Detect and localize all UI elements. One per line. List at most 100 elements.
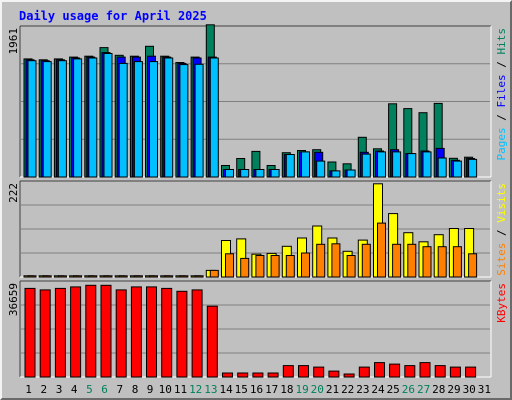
sites-bar — [225, 253, 234, 278]
x-tick-label: 17 — [265, 383, 278, 396]
pages-bar — [42, 61, 52, 178]
legend-entry: Hits — [495, 28, 508, 55]
x-tick-label: 19 — [295, 383, 308, 396]
sites-bar — [270, 255, 280, 278]
sites-bar — [209, 269, 219, 278]
kbytes-bar — [358, 366, 370, 378]
pages-bar — [179, 64, 189, 178]
x-tick-label: 13 — [204, 383, 217, 396]
sites-bar — [285, 255, 295, 278]
sites-bar — [149, 275, 158, 278]
sites-bar — [194, 275, 204, 278]
pages-bar — [133, 61, 143, 178]
sites-bar — [255, 255, 265, 278]
pages-bar — [285, 154, 295, 178]
y-axis-max-label: 36659 — [7, 283, 20, 316]
pages-bar — [194, 63, 204, 178]
kbytes-bar — [39, 289, 51, 378]
sites-bar — [118, 275, 128, 278]
legend: Pages / Files / Hits — [495, 28, 508, 161]
x-tick-label: 9 — [147, 383, 154, 396]
pages-bar — [331, 170, 341, 178]
pages-bar — [346, 169, 356, 178]
sites-bar — [164, 275, 174, 278]
pages-bar — [301, 151, 310, 178]
sites-bar — [452, 246, 462, 278]
kbytes-bar — [54, 287, 66, 378]
x-tick-label: 27 — [417, 383, 430, 396]
pages-bar — [392, 151, 402, 178]
pages-bar — [225, 169, 234, 178]
pages-bar — [88, 57, 98, 178]
pages-bar — [361, 153, 371, 178]
pages-bar — [422, 151, 432, 178]
sites-bar — [179, 275, 189, 278]
pages-bar — [316, 160, 326, 178]
sites-bar — [361, 243, 371, 278]
sites-bar — [73, 275, 83, 278]
x-tick-label: 8 — [132, 383, 139, 396]
kbytes-bar — [343, 373, 355, 378]
kbytes-bar — [252, 372, 264, 378]
pages-bar — [164, 57, 174, 178]
pages-bar — [437, 157, 447, 178]
pages-bar — [255, 169, 265, 178]
x-tick-label: 26 — [402, 383, 415, 396]
kbytes-bar — [222, 372, 233, 378]
chart-title: Daily usage for April 2025 — [19, 9, 207, 23]
kbytes-bar — [298, 365, 309, 378]
x-tick-label: 14 — [219, 383, 233, 396]
sites-bar — [422, 246, 432, 278]
x-tick-label: 30 — [463, 383, 476, 396]
sites-bar — [57, 275, 67, 278]
x-tick-label: 31 — [478, 383, 491, 396]
sites-bar — [437, 246, 447, 278]
x-tick-label: 16 — [250, 383, 263, 396]
chart-panel: 36659 KBytes — [7, 280, 508, 378]
sites-bar — [240, 257, 250, 278]
pages-bar — [27, 60, 37, 178]
sites-bar — [103, 275, 113, 278]
sites-bar — [316, 243, 326, 278]
kbytes-bar — [237, 372, 249, 378]
sites-bar — [331, 243, 341, 278]
x-tick-label: 7 — [116, 383, 123, 396]
kbytes-bar — [404, 365, 416, 378]
legend: Sites / Visits — [495, 183, 508, 276]
chart-panel: 1961 Pages / Files / Hits — [7, 24, 508, 178]
x-tick-label: 25 — [387, 383, 400, 396]
kbytes-bar — [465, 366, 477, 378]
x-tick-label: 15 — [235, 383, 248, 396]
x-tick-label: 29 — [447, 383, 460, 396]
x-tick-label: 10 — [159, 383, 172, 396]
kbytes-bar — [282, 365, 294, 378]
kbytes-bar — [313, 366, 325, 378]
sites-bar — [392, 243, 402, 278]
x-tick-label: 12 — [189, 383, 202, 396]
y-axis-max-label: 1961 — [7, 28, 20, 55]
x-tick-label: 28 — [432, 383, 445, 396]
kbytes-bar — [146, 286, 157, 378]
y-axis-max-label: 222 — [7, 183, 20, 203]
pages-bar — [149, 61, 158, 178]
pages-bar — [209, 57, 219, 178]
x-tick-label: 23 — [356, 383, 369, 396]
kbytes-bar — [206, 305, 218, 378]
pages-bar — [407, 153, 417, 178]
x-tick-label: 5 — [86, 383, 93, 396]
kbytes-bar — [161, 287, 173, 378]
sites-bar — [468, 253, 478, 278]
x-tick-label: 3 — [56, 383, 63, 396]
legend-entry: Files — [495, 74, 508, 107]
kbytes-bar — [449, 366, 461, 378]
chart-panel: 222 Sites / Visits — [7, 180, 508, 278]
x-tick-label: 1 — [25, 383, 32, 396]
pages-bar — [57, 60, 67, 178]
kbytes-bar — [328, 370, 340, 378]
legend: KBytes — [495, 283, 508, 323]
pages-bar — [452, 160, 462, 178]
sites-bar — [301, 252, 310, 278]
sites-bar — [27, 275, 37, 278]
x-tick-label: 21 — [326, 383, 339, 396]
